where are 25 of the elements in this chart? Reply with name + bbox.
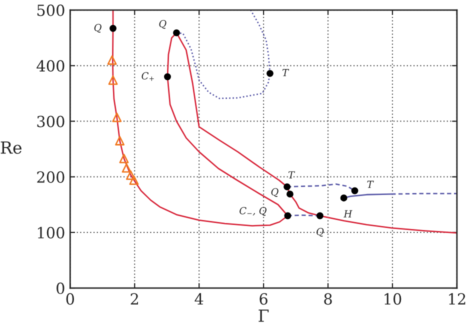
annotation: Q xyxy=(159,20,166,29)
x-tick-label: 2 xyxy=(130,293,138,305)
annotation: C$_{+}$ xyxy=(142,72,154,81)
y-tick-label: 200 xyxy=(37,171,64,183)
annotation: T xyxy=(288,171,296,178)
annotation: H xyxy=(344,210,352,218)
x-tick-label: 4 xyxy=(194,293,204,305)
annotation: T xyxy=(282,69,290,76)
x-tick-label: 8 xyxy=(324,293,332,305)
annotation: Q xyxy=(316,228,324,237)
y-tick-label: 400 xyxy=(36,60,64,72)
annotation: Q xyxy=(271,188,278,197)
x-tick-label: 0 xyxy=(66,293,74,305)
y-tick-label: 300 xyxy=(37,116,64,128)
y-axis-title: Re xyxy=(0,141,22,154)
x-axis-title: Γ xyxy=(258,310,269,322)
annotation: Q xyxy=(94,24,102,33)
x-tick-label: 6 xyxy=(260,293,268,305)
y-tick-label: 0 xyxy=(56,282,64,294)
y-tick-label: 500 xyxy=(37,4,64,16)
annotation: C$_{−}$, Q xyxy=(240,206,266,216)
y-tick-label: 100 xyxy=(38,226,64,238)
x-tick-label: 12 xyxy=(449,293,466,305)
x-tick-label: 10 xyxy=(384,293,402,305)
annotation: T xyxy=(367,180,374,188)
